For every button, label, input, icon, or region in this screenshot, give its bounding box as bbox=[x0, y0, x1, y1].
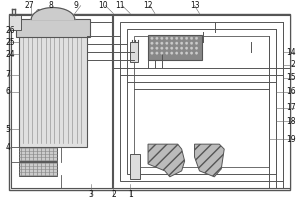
Text: 2: 2 bbox=[291, 60, 296, 69]
Bar bbox=[130, 154, 140, 179]
Text: 2: 2 bbox=[111, 190, 116, 199]
Bar bbox=[20, 162, 57, 176]
Text: 6: 6 bbox=[5, 87, 10, 96]
Circle shape bbox=[156, 47, 158, 49]
Circle shape bbox=[156, 37, 158, 39]
Bar bbox=[148, 35, 203, 60]
Circle shape bbox=[190, 52, 193, 54]
Polygon shape bbox=[148, 144, 184, 177]
Bar bbox=[16, 19, 90, 37]
Circle shape bbox=[171, 47, 173, 49]
Text: 8: 8 bbox=[49, 1, 53, 10]
Bar bbox=[20, 28, 87, 147]
Circle shape bbox=[195, 42, 198, 44]
Circle shape bbox=[185, 37, 188, 39]
Circle shape bbox=[166, 47, 168, 49]
Text: 7: 7 bbox=[5, 70, 10, 79]
Circle shape bbox=[161, 42, 163, 44]
Circle shape bbox=[190, 37, 193, 39]
Bar bbox=[120, 22, 283, 181]
Circle shape bbox=[151, 52, 153, 54]
Text: 4: 4 bbox=[5, 143, 10, 152]
Circle shape bbox=[166, 52, 168, 54]
Text: 26: 26 bbox=[5, 26, 15, 35]
Text: 1: 1 bbox=[128, 190, 133, 199]
Text: 24: 24 bbox=[5, 50, 15, 59]
Circle shape bbox=[151, 47, 153, 49]
Circle shape bbox=[190, 42, 193, 44]
Bar bbox=[127, 29, 276, 174]
Circle shape bbox=[161, 52, 163, 54]
Text: 3: 3 bbox=[88, 190, 93, 199]
Text: 19: 19 bbox=[286, 135, 296, 144]
Circle shape bbox=[171, 42, 173, 44]
Text: 5: 5 bbox=[5, 125, 10, 134]
Circle shape bbox=[156, 42, 158, 44]
Text: 25: 25 bbox=[5, 38, 15, 47]
Circle shape bbox=[176, 52, 178, 54]
Circle shape bbox=[151, 37, 153, 39]
Bar bbox=[113, 15, 290, 188]
Circle shape bbox=[195, 52, 198, 54]
Circle shape bbox=[166, 42, 168, 44]
Bar bbox=[130, 42, 138, 62]
Bar bbox=[11, 15, 113, 188]
Circle shape bbox=[185, 47, 188, 49]
Circle shape bbox=[161, 37, 163, 39]
Circle shape bbox=[176, 47, 178, 49]
Circle shape bbox=[185, 52, 188, 54]
Circle shape bbox=[156, 52, 158, 54]
Circle shape bbox=[171, 37, 173, 39]
Text: 15: 15 bbox=[286, 73, 296, 82]
Bar bbox=[10, 15, 21, 30]
Circle shape bbox=[181, 37, 183, 39]
Circle shape bbox=[176, 42, 178, 44]
Polygon shape bbox=[194, 144, 224, 177]
Circle shape bbox=[190, 47, 193, 49]
Bar bbox=[20, 147, 57, 161]
Circle shape bbox=[181, 47, 183, 49]
Circle shape bbox=[171, 52, 173, 54]
Text: 27: 27 bbox=[25, 1, 34, 10]
Circle shape bbox=[181, 52, 183, 54]
Bar bbox=[134, 36, 269, 167]
Text: 13: 13 bbox=[190, 1, 199, 10]
Text: 9: 9 bbox=[73, 1, 78, 10]
Text: 11: 11 bbox=[116, 1, 125, 10]
Circle shape bbox=[195, 37, 198, 39]
Text: 10: 10 bbox=[99, 1, 108, 10]
Text: 18: 18 bbox=[286, 117, 296, 126]
Bar bbox=[10, 14, 290, 190]
Text: 14: 14 bbox=[286, 48, 296, 57]
Text: 16: 16 bbox=[286, 87, 296, 96]
Circle shape bbox=[176, 37, 178, 39]
Text: 12: 12 bbox=[143, 1, 153, 10]
Circle shape bbox=[185, 42, 188, 44]
Text: 17: 17 bbox=[286, 103, 296, 112]
Polygon shape bbox=[31, 8, 75, 19]
Circle shape bbox=[181, 42, 183, 44]
Circle shape bbox=[195, 47, 198, 49]
Circle shape bbox=[166, 37, 168, 39]
Circle shape bbox=[161, 47, 163, 49]
Circle shape bbox=[151, 42, 153, 44]
